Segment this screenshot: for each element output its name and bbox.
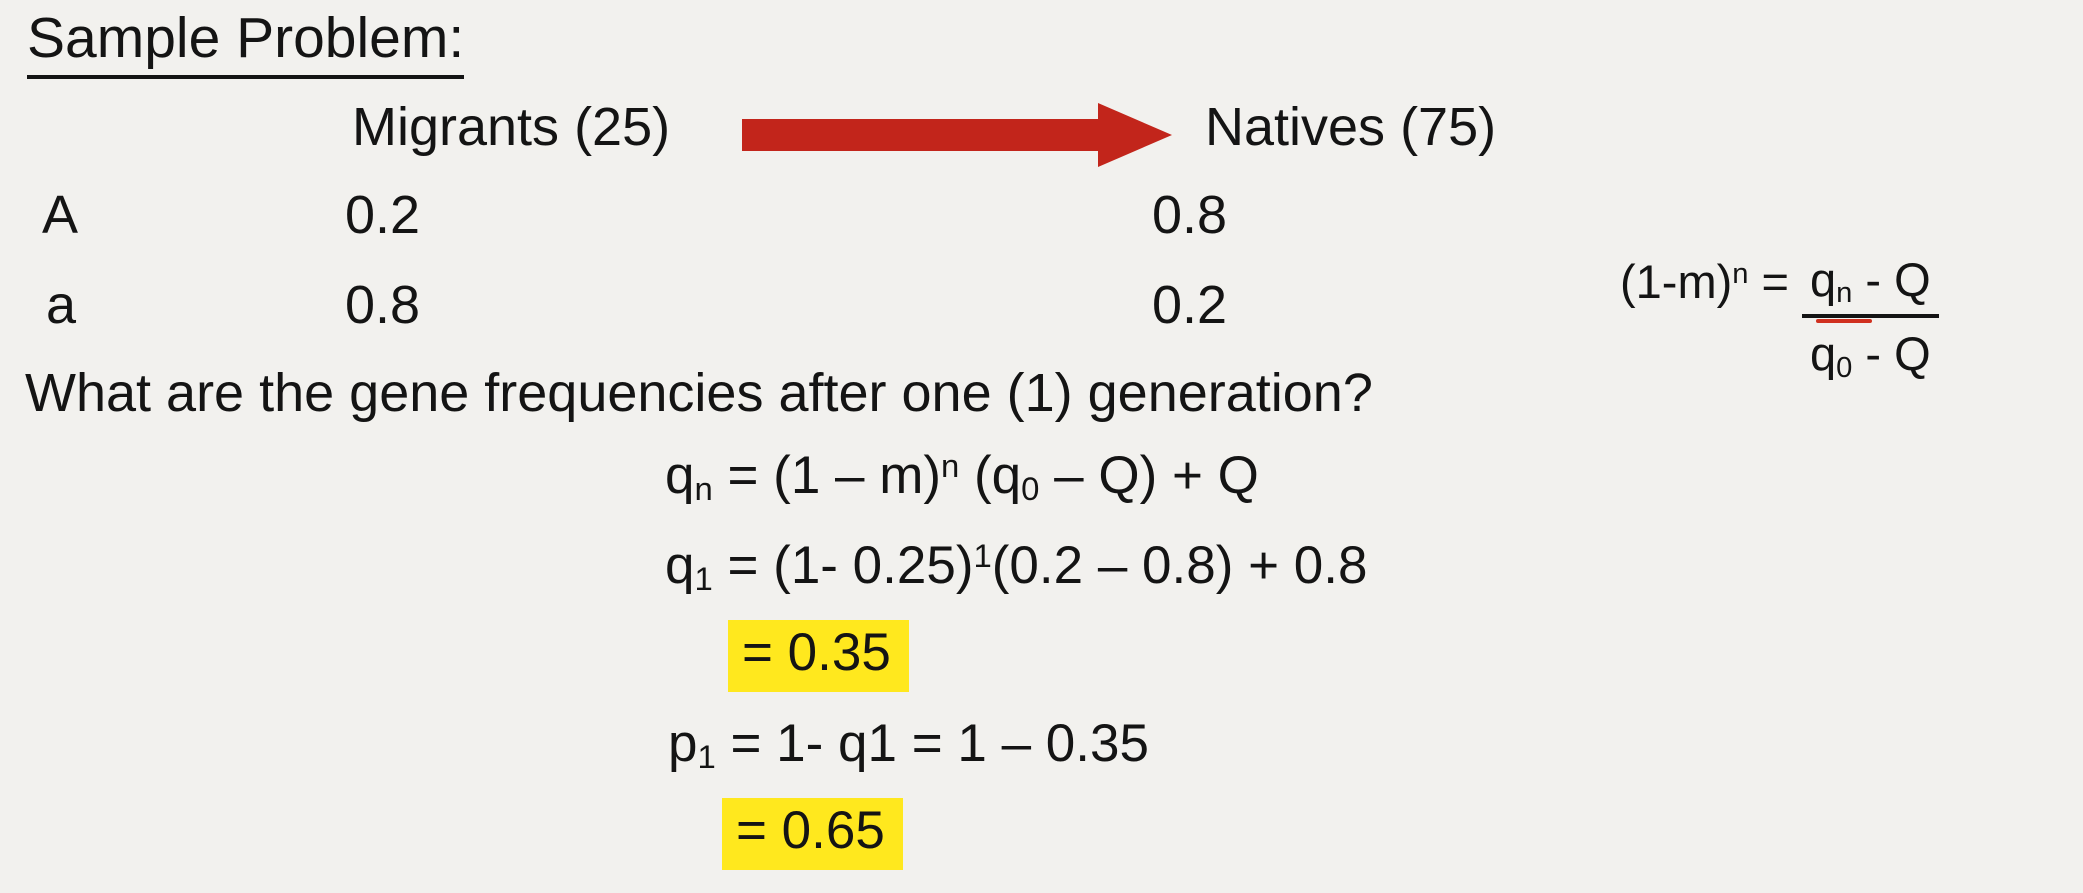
equation-qn-general: qn = (1 – m)n (q0 – Q) + Q: [665, 446, 1259, 508]
migrants-value: 0.2: [345, 185, 421, 245]
fraction-denominator: q0 - Q: [1810, 327, 1931, 384]
migrants-value: 0.8: [345, 275, 421, 335]
equation-q1-substitution: q1 = (1- 0.25)1(0.2 – 0.8) + 0.8: [665, 536, 1368, 598]
fraction-numerator: qn - Q: [1802, 252, 1939, 324]
result-q1-highlight: = 0.35: [728, 620, 909, 692]
allele-label: a: [46, 275, 77, 335]
natives-value: 0.8: [1152, 185, 1228, 245]
side-formula-fraction: qn - Q q0 - Q: [1802, 252, 1939, 383]
equation-p1: p1 = 1- q1 = 1 – 0.35: [668, 714, 1149, 776]
side-formula-lhs: (1-m)n =: [1620, 255, 1803, 308]
slide-title: Sample Problem:: [27, 6, 465, 79]
question-text: What are the gene frequencies after one …: [25, 363, 1373, 423]
migrants-header: Migrants (25): [352, 97, 671, 157]
migration-arrow-icon: [742, 103, 1172, 167]
allele-label: A: [42, 185, 79, 245]
red-underline-mark: [1816, 319, 1873, 324]
side-formula: (1-m)n = qn - Q q0 - Q: [1620, 252, 1939, 383]
natives-header: Natives (75): [1205, 97, 1497, 157]
result-p1-highlight: = 0.65: [722, 798, 903, 870]
natives-value: 0.2: [1152, 275, 1228, 335]
